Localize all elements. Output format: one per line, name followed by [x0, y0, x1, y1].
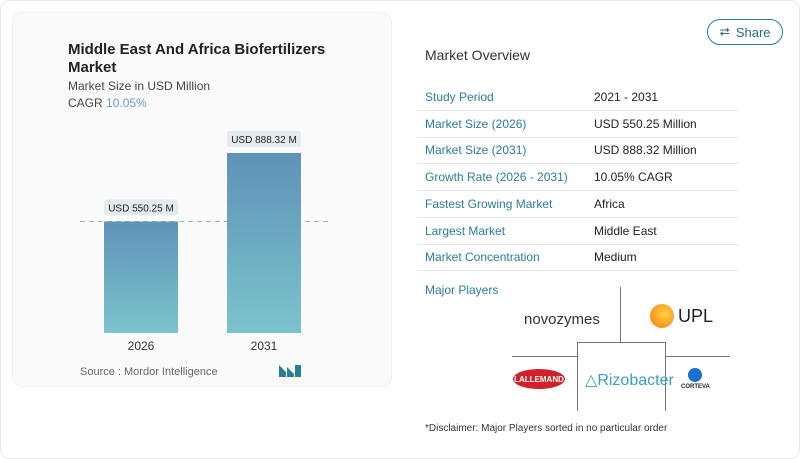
row-value: Medium	[594, 250, 637, 265]
share-icon: ⮂	[719, 24, 730, 39]
cagr-value: 10.05%	[106, 96, 147, 110]
row-label: Market Size (2026)	[425, 116, 527, 131]
overview-title: Market Overview	[425, 47, 531, 63]
overview-row: Largest Market Middle East	[417, 218, 739, 245]
source: Source : Mordor Intelligence	[80, 366, 218, 378]
data-label: USD 888.32 M	[231, 135, 297, 146]
row-value: USD 888.32 Million	[594, 143, 697, 158]
row-value: 10.05% CAGR	[594, 170, 673, 185]
chart-card	[12, 12, 392, 387]
cagr: CAGR 10.05%	[68, 96, 147, 110]
row-value: USD 550.25 Million	[594, 116, 697, 131]
data-label: USD 550.25 M	[108, 204, 174, 215]
row-label: Market Concentration	[425, 250, 540, 265]
row-value: Middle East	[594, 223, 657, 238]
major-players-title: Major Players	[425, 283, 499, 297]
bar-2026	[104, 221, 178, 333]
chart-subtitle: Market Size in USD Million	[68, 79, 211, 93]
lallemand-logo: LALLEMAND	[513, 369, 565, 389]
data-label-bg	[104, 199, 178, 216]
overview-row: Study Period 2021 - 2031	[417, 84, 739, 111]
share-button[interactable]: ⮂ Share	[707, 19, 783, 45]
row-value: Africa	[594, 196, 625, 211]
x-tick-label: 2031	[251, 339, 278, 353]
bar-2031	[227, 153, 301, 333]
row-value: 2021 - 2031	[594, 90, 659, 104]
row-label: Fastest Growing Market	[425, 196, 553, 211]
disclaimer: *Disclaimer: Major Players sorted in no …	[425, 423, 668, 434]
row-label: Largest Market	[425, 223, 506, 238]
share-label: Share	[735, 24, 771, 40]
row-label: Study Period	[425, 90, 494, 104]
chart-title: Middle East And Africa Biofertilizers Ma…	[68, 41, 326, 76]
cagr-label: CAGR	[68, 96, 103, 110]
bar-chart: USD 550.25 M 2026 USD 888.32 M 2031	[80, 131, 330, 353]
overview-row: Market Size (2026) USD 550.25 Million	[417, 111, 739, 138]
upl-logo: UPL	[650, 304, 713, 328]
overview-row: Market Concentration Medium	[417, 244, 739, 272]
row-label: Growth Rate (2026 - 2031)	[425, 170, 568, 185]
row-label: Market Size (2031)	[425, 143, 527, 158]
rizobacter-logo: △Rizobacter	[585, 372, 674, 389]
novozymes-logo: novozymes	[524, 311, 600, 328]
overview-row: Fastest Growing Market Africa	[417, 191, 739, 218]
x-tick-label: 2026	[128, 339, 155, 353]
overview-row: Growth Rate (2026 - 2031) 10.05% CAGR	[417, 164, 739, 192]
data-label-bg	[227, 131, 301, 147]
overview-row: Market Size (2031) USD 888.32 Million	[417, 137, 739, 165]
corteva-logo: CORTEVA	[681, 368, 710, 390]
